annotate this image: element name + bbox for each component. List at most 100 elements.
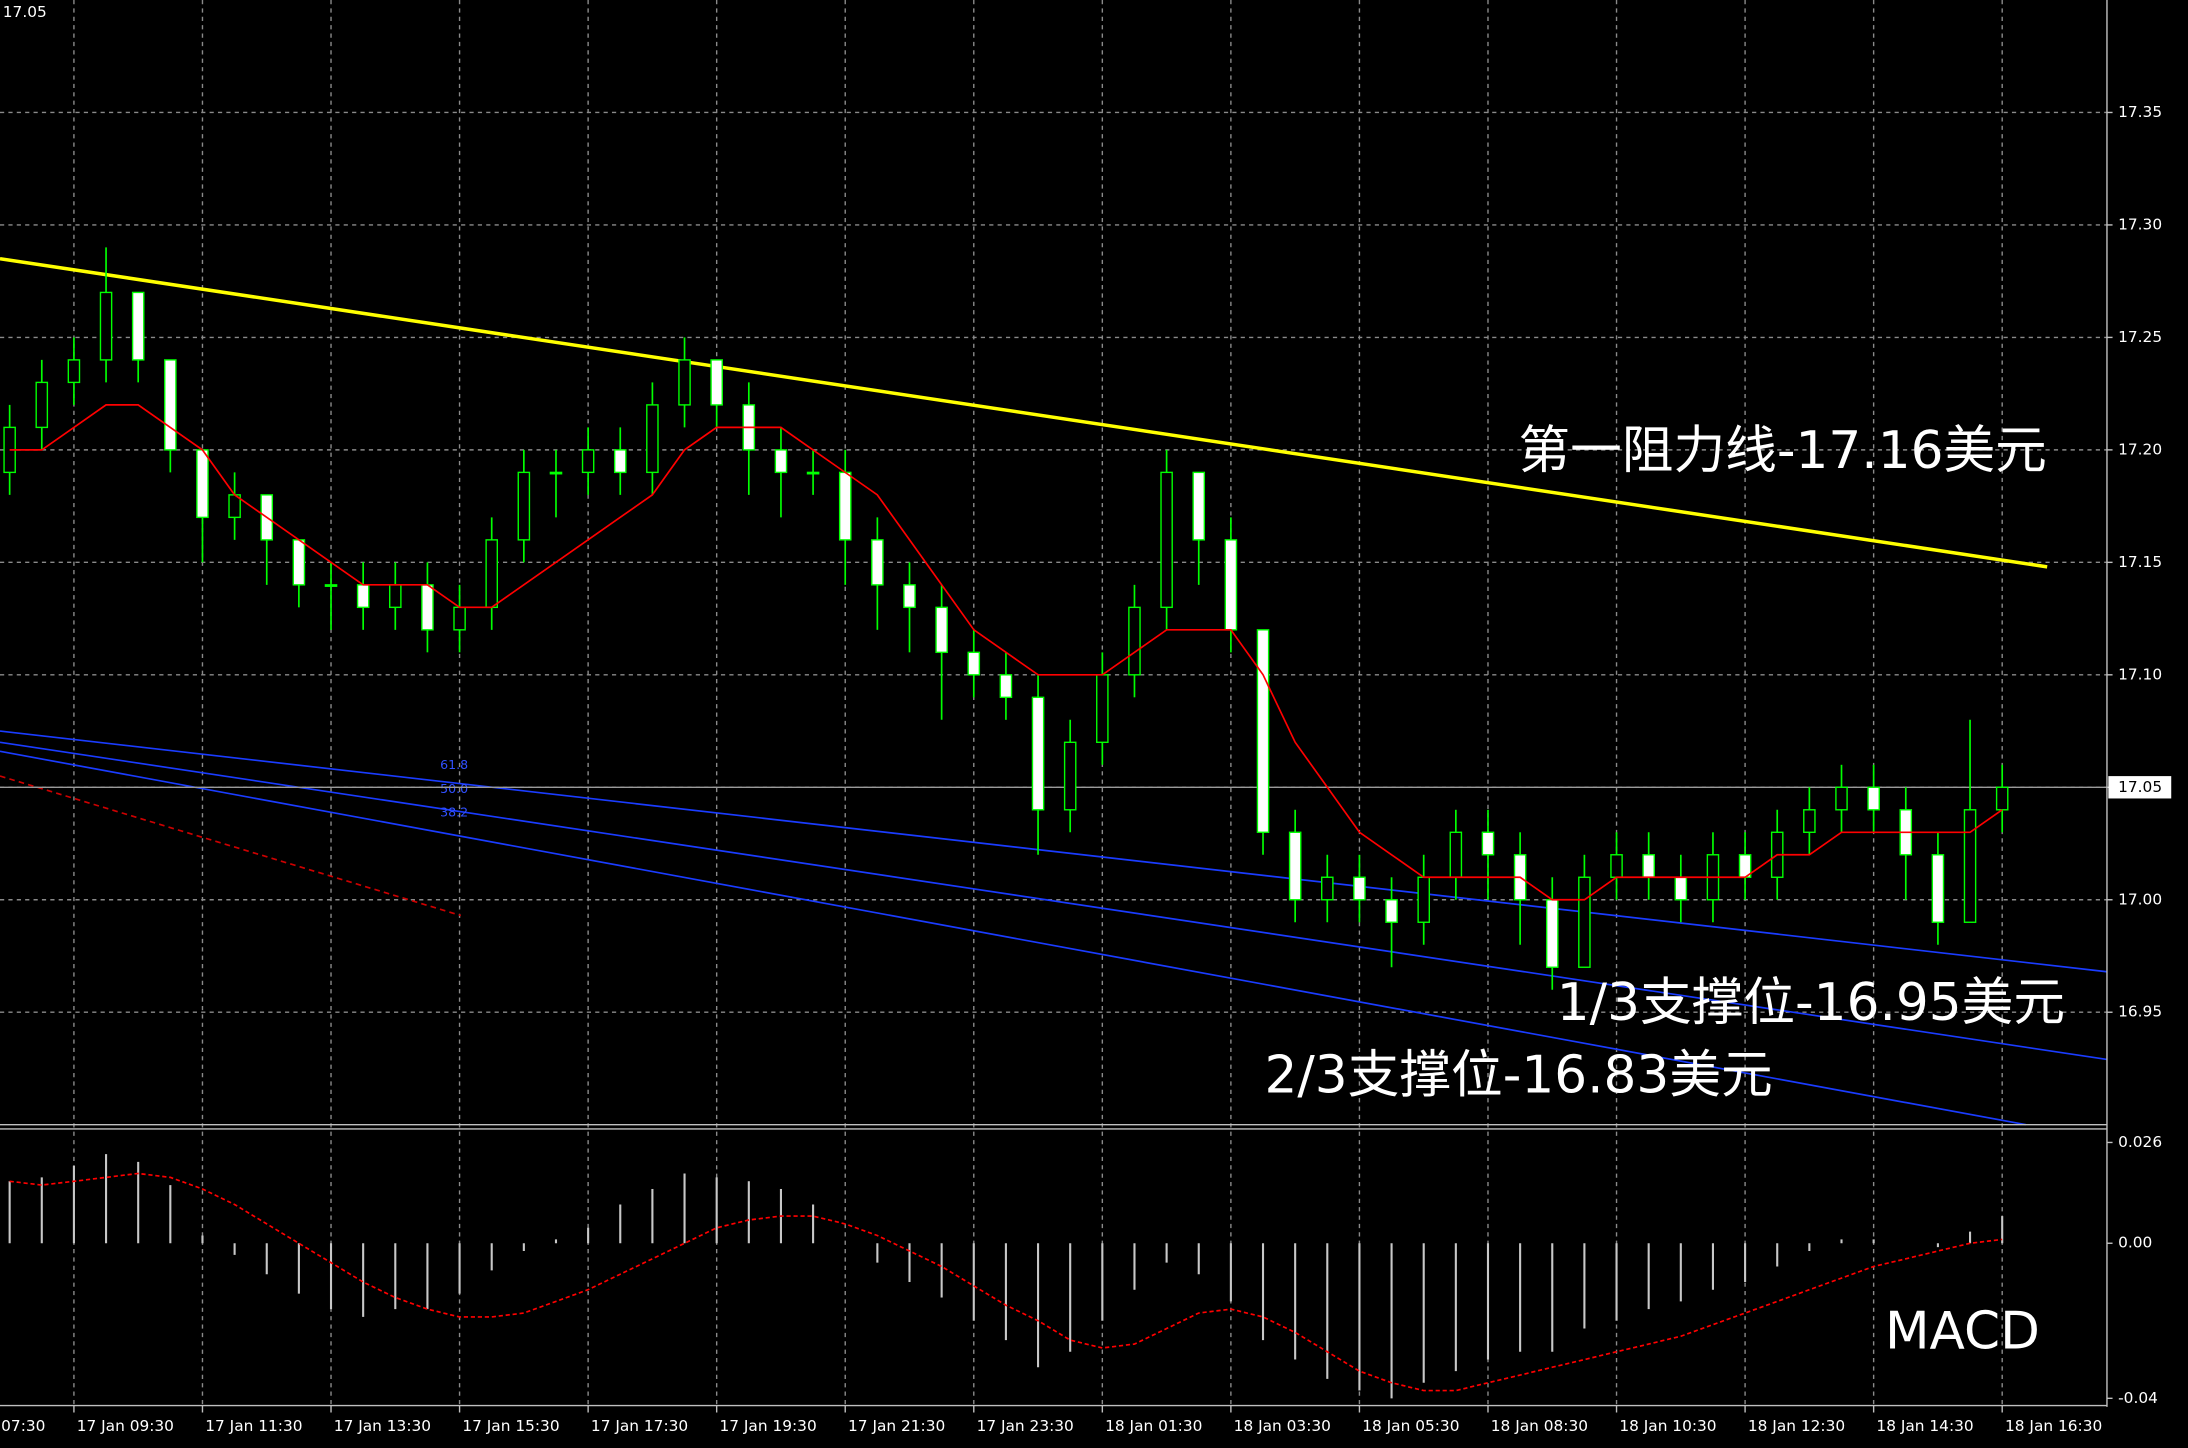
candle-body <box>806 471 820 475</box>
x-tick-label: 18 Jan 01:30 <box>1105 1417 1202 1435</box>
candle-body <box>1031 696 1045 811</box>
y-tick-label: -0.04 <box>2118 1389 2158 1407</box>
candle-body <box>1642 854 1655 878</box>
candle-body <box>292 539 306 586</box>
x-tick-label: 18 Jan 08:30 <box>1491 1417 1588 1435</box>
candle-body <box>485 539 498 609</box>
candle-body <box>1385 899 1398 923</box>
candle-body <box>356 584 370 609</box>
x-tick-label: 18 Jan 12:30 <box>1748 1417 1845 1435</box>
candle-body <box>1128 606 1141 676</box>
candle-body <box>999 674 1013 699</box>
candle-body <box>99 291 113 361</box>
y-tick-label: 16.95 <box>2118 1003 2162 1021</box>
fib-label: 38.2 <box>440 805 468 820</box>
candle-body <box>1321 876 1334 901</box>
candle-body <box>1288 831 1302 901</box>
candle-body <box>421 584 434 631</box>
plot-area: 17 Jan 07:30 17 Jan 09:30 17 Jan 11:30 17 J… <box>0 0 2107 1435</box>
trend-line <box>0 741 2107 1061</box>
candle-body <box>196 449 209 519</box>
candle-body <box>1481 831 1495 856</box>
x-tick-label: 17 Jan 13:30 <box>334 1417 431 1435</box>
candle-body <box>1224 539 1238 631</box>
candle-body <box>935 606 948 654</box>
y-tick-label: 17.00 <box>2118 890 2162 908</box>
x-tick-label: 17 Jan 21:30 <box>848 1417 945 1435</box>
y-tick-label: 17.35 <box>2118 103 2162 121</box>
candle-body <box>324 584 338 587</box>
candle-body <box>1256 629 1270 833</box>
candle-body <box>838 471 852 541</box>
candle-body <box>1353 876 1366 901</box>
annotation: 2/3支撑位-16.83美元 <box>1264 1046 1772 1106</box>
candle-body <box>67 359 81 384</box>
y-tick-label: 0.026 <box>2118 1133 2162 1151</box>
candle-body <box>453 606 466 631</box>
signal-line <box>9 1172 2003 1392</box>
candle-body <box>1995 786 2009 811</box>
y-tick-label: 17.30 <box>2118 215 2162 233</box>
panel-title: MACD <box>1885 1301 2040 1361</box>
top-price-label: 17.05 <box>3 3 47 21</box>
candle-body <box>131 291 145 361</box>
trend-line <box>0 256 2048 569</box>
x-tick-label: 17 Jan 19:30 <box>719 1417 816 1435</box>
moving-average <box>9 404 2003 901</box>
candle-body <box>1674 876 1688 901</box>
candle-body <box>1578 876 1591 968</box>
x-tick-label: 17 Jan 17:30 <box>591 1417 688 1435</box>
y-tick-label: 17.20 <box>2118 440 2162 458</box>
candle-body <box>967 651 981 676</box>
y-tick-label: 17.10 <box>2118 665 2162 683</box>
x-tick-label: 17 Jan 11:30 <box>205 1417 302 1435</box>
candle-body <box>774 449 788 474</box>
x-tick-label: 18 Jan 03:30 <box>1234 1417 1331 1435</box>
candle-body <box>1063 741 1077 811</box>
candle-body <box>1192 471 1206 541</box>
y-tick-label: 17.15 <box>2118 553 2162 571</box>
candle-body <box>678 359 691 406</box>
candle-body <box>1096 674 1109 744</box>
x-tick-label: 18 Jan 16:30 <box>2005 1417 2102 1435</box>
candle-body <box>1160 471 1173 609</box>
candle-body <box>389 584 402 609</box>
candle-body <box>164 359 177 451</box>
candle-body <box>1417 876 1430 923</box>
candle-body <box>710 359 723 406</box>
candle-body <box>581 449 595 474</box>
candle-body <box>1963 809 1977 923</box>
candle-body <box>1867 786 1880 811</box>
candle-body <box>517 471 531 541</box>
trend-line <box>0 730 2107 973</box>
candle-body <box>1610 854 1623 878</box>
candle-body <box>903 584 916 609</box>
candle-body <box>1835 786 1848 811</box>
candle-body <box>1545 899 1559 968</box>
last-price-label: 17.05 <box>2118 778 2162 796</box>
candle-body <box>1931 854 1945 923</box>
fib-label: 50.0 <box>440 781 468 796</box>
x-tick-label: 18 Jan 14:30 <box>1876 1417 1973 1435</box>
x-tick-label: 17 Jan 07:30 <box>0 1417 45 1435</box>
candle-body <box>1449 831 1463 878</box>
candle-body <box>646 404 659 474</box>
last-price-box <box>2108 776 2172 799</box>
y-tick-label: 17.25 <box>2118 328 2162 346</box>
x-tick-label: 18 Jan 10:30 <box>1619 1417 1716 1435</box>
annotation: 第一阻力线-17.16美元 <box>1518 421 2046 481</box>
trend-line <box>0 775 462 917</box>
fib-label: 61.8 <box>440 757 468 772</box>
candle-body <box>1803 809 1816 833</box>
annotation: 1/3支撑位-16.95美元 <box>1557 973 2065 1033</box>
x-tick-label: 17 Jan 15:30 <box>462 1417 559 1435</box>
candle-body <box>871 539 884 586</box>
y-tick-label: 0.00 <box>2118 1234 2152 1252</box>
candle-body <box>35 381 49 429</box>
x-tick-label: 17 Jan 23:30 <box>977 1417 1074 1435</box>
x-tick-label: 17 Jan 09:30 <box>77 1417 174 1435</box>
x-tick-label: 18 Jan 05:30 <box>1362 1417 1459 1435</box>
